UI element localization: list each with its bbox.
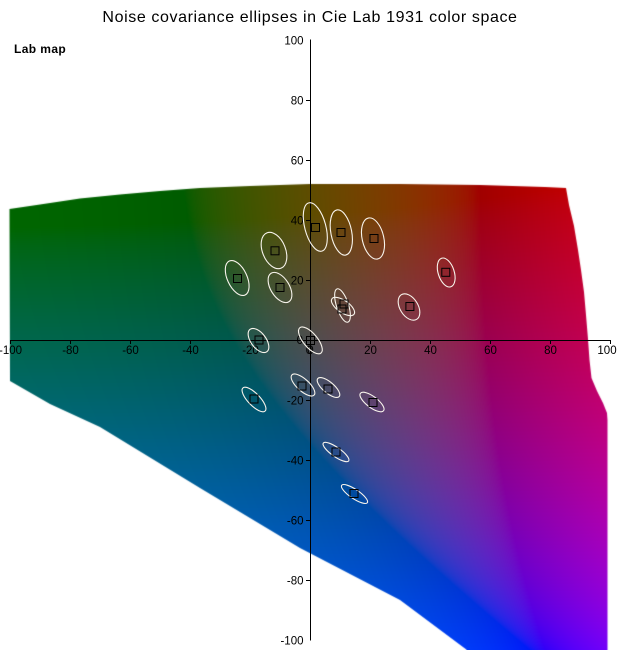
svg-text:100: 100 [597, 345, 616, 357]
svg-text:100: 100 [284, 36, 303, 48]
svg-text:20: 20 [291, 276, 304, 288]
svg-text:60: 60 [291, 156, 304, 168]
svg-text:-40: -40 [287, 456, 304, 468]
svg-text:40: 40 [291, 216, 304, 228]
svg-text:80: 80 [544, 345, 557, 357]
svg-text:0: 0 [297, 335, 303, 347]
svg-text:-60: -60 [287, 516, 304, 528]
svg-text:80: 80 [291, 96, 304, 108]
svg-text:-80: -80 [62, 345, 79, 357]
svg-text:20: 20 [364, 345, 377, 357]
svg-text:0: 0 [306, 345, 312, 357]
svg-text:-20: -20 [287, 396, 304, 408]
svg-text:60: 60 [484, 345, 497, 357]
svg-text:-60: -60 [122, 345, 139, 357]
svg-text:0: 0 [307, 345, 313, 357]
svg-text:-40: -40 [182, 345, 199, 357]
svg-text:-80: -80 [287, 576, 304, 588]
svg-text:-20: -20 [242, 345, 259, 357]
svg-text:40: 40 [424, 345, 437, 357]
svg-text:-100: -100 [280, 636, 303, 648]
svg-text:-100: -100 [0, 345, 22, 357]
